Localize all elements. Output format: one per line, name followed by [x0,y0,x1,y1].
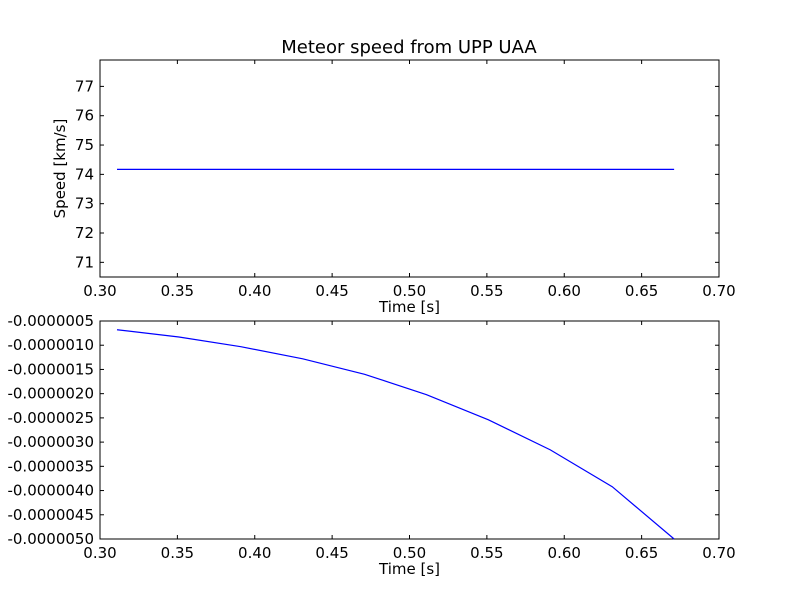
y-tick-label: 71 [75,253,94,271]
y-tick-label: 72 [75,224,94,242]
top-axes: 0.30 0.35 0.40 0.45 0.50 0.55 0.60 0.65 0.70 71 72… [51,59,736,316]
y-tick-label: -0.0000010 [7,336,94,354]
x-axis-label: Time [s] [378,560,440,578]
y-tick-label: -0.0000020 [7,385,94,403]
x-tick-label: 0.45 [315,544,348,562]
bottom-axes: 0.30 0.35 0.40 0.45 0.50 0.55 0.60 0.65 0.70 -0.0… [7,312,735,578]
x-tick-label: 0.45 [315,282,348,300]
y-tick-label: -0.0000025 [7,409,94,427]
x-tick-label: 0.60 [548,282,581,300]
y-tick-label: 76 [75,107,94,125]
plot-frame [99,320,720,540]
y-tick-label: -0.0000015 [7,360,94,378]
y-tick-label: 75 [75,136,94,154]
x-tick-label: 0.65 [625,282,658,300]
top-chart-title: Meteor speed from UPP UAA [281,37,537,58]
x-tick-label: 0.65 [625,544,658,562]
x-tick-label: 0.55 [470,282,503,300]
y-axis-label: Speed [km/s] [51,119,69,219]
x-tick-label: 0.35 [161,282,194,300]
y-tick-label: -0.0000045 [7,506,94,524]
x-tick-label: 0.30 [83,282,116,300]
series-line [116,329,675,540]
x-tick-label: 0.30 [83,544,116,562]
x-tick-label: 0.35 [161,544,194,562]
x-tick-label: 0.40 [238,544,271,562]
y-tick-label: 73 [75,195,94,213]
x-tick-label: 0.50 [393,282,426,300]
x-tick-label: 0.40 [238,282,271,300]
y-tick-label: -0.0000005 [7,312,94,330]
x-tick-label: 0.60 [548,544,581,562]
x-tick-label: 0.70 [702,544,735,562]
y-tick-label: -0.0000035 [7,457,94,475]
x-tick-label: 0.50 [393,544,426,562]
x-tick-label: 0.55 [470,544,503,562]
y-tick-label: -0.0000040 [7,482,94,500]
y-tick-label: 74 [75,165,94,183]
x-tick-label: 0.70 [702,282,735,300]
y-tick-label: -0.0000050 [7,530,94,548]
x-axis-label: Time [s] [378,298,440,316]
y-tick-label: -0.0000030 [7,433,94,451]
y-tick-label: 77 [75,77,94,95]
plot-frame [99,59,720,278]
